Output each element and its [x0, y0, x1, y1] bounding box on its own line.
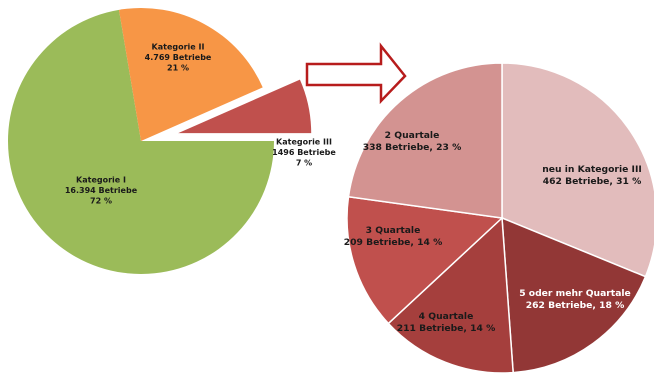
pie-kategorie-iii-label-line-1: Kategorie III: [276, 138, 332, 147]
arrow-icon: [305, 42, 407, 105]
detail-neu-in-kategorie-iii-label-line-1: neu in Kategorie III: [542, 164, 642, 175]
pie-kategorie-ii-label-line-2: 4.769 Betriebe: [145, 53, 212, 62]
pie-slice-kategorie-i: [8, 9, 275, 275]
slice-labels: Kategorie I 16.394 Betriebe 72 %Kategorie …: [65, 43, 642, 335]
pie-kategorie-iii-label: Kategorie III 1496 Betriebe 7 %: [272, 138, 336, 168]
detail-2-quartale-label-line-2: 338 Betriebe, 23 %: [363, 142, 462, 153]
pie-kategorie-i-label-line-3: 72 %: [90, 197, 112, 206]
detail-3-quartale-label-line-2: 209 Betriebe, 14 %: [344, 237, 443, 248]
pie-slice-kategorie-iii: [178, 79, 312, 134]
detail-neu-in-kategorie-iii-label-line-2: 462 Betriebe, 31 %: [543, 176, 642, 187]
detail-3-quartale-label-line-1: 3 Quartale: [366, 225, 421, 236]
detail-4-quartale-label-line-1: 4 Quartale: [419, 311, 474, 322]
pie-kategorie-i-label-line-1: Kategorie I: [76, 176, 126, 185]
category-iii-detail-pie: [346, 62, 654, 374]
detail-4-quartale-label-line-2: 211 Betriebe, 14 %: [397, 323, 496, 334]
detail-4-quartale-label: 4 Quartale 211 Betriebe, 14 %: [397, 311, 496, 334]
pie-kategorie-ii-label-line-1: Kategorie II: [152, 43, 205, 52]
detail-neu-in-kategorie-iii-label: neu in Kategorie III 462 Betriebe, 31 %: [542, 164, 642, 187]
detail-slice-4-quartale: [387, 216, 514, 374]
category-pie: [8, 8, 312, 275]
pie-kategorie-ii-label-line-3: 21 %: [167, 64, 189, 73]
pie-kategorie-i-label-line-2: 16.394 Betriebe: [65, 186, 138, 195]
pie-kategorie-iii-label-line-3: 7 %: [296, 159, 312, 168]
detail-slice-5-oder-mehr-quartale: [501, 216, 647, 374]
pie-kategorie-ii-label: Kategorie II 4.769 Betriebe 21 %: [145, 43, 212, 73]
detail-slice-3-quartale: [346, 195, 504, 325]
detail-2-quartale-label: 2 Quartale 338 Betriebe, 23 %: [363, 130, 462, 153]
detail-slice-neu-in-kategorie-iii: [501, 62, 654, 278]
detail-2-quartale-label-line-1: 2 Quartale: [385, 130, 440, 141]
detail-3-quartale-label: 3 Quartale 209 Betriebe, 14 %: [344, 225, 443, 248]
pie-slice-kategorie-ii: [118, 8, 263, 141]
detail-5-oder-mehr-quartale-label-line-2: 262 Betriebe, 18 %: [526, 300, 625, 311]
pie-kategorie-iii-label-line-2: 1496 Betriebe: [272, 148, 336, 157]
detail-slice-2-quartale: [347, 62, 503, 219]
detail-5-oder-mehr-quartale-label: 5 oder mehr Quartale 262 Betriebe, 18 %: [519, 288, 631, 311]
pie-kategorie-i-label: Kategorie I 16.394 Betriebe 72 %: [65, 176, 138, 206]
detail-5-oder-mehr-quartale-label-line-1: 5 oder mehr Quartale: [519, 288, 631, 299]
